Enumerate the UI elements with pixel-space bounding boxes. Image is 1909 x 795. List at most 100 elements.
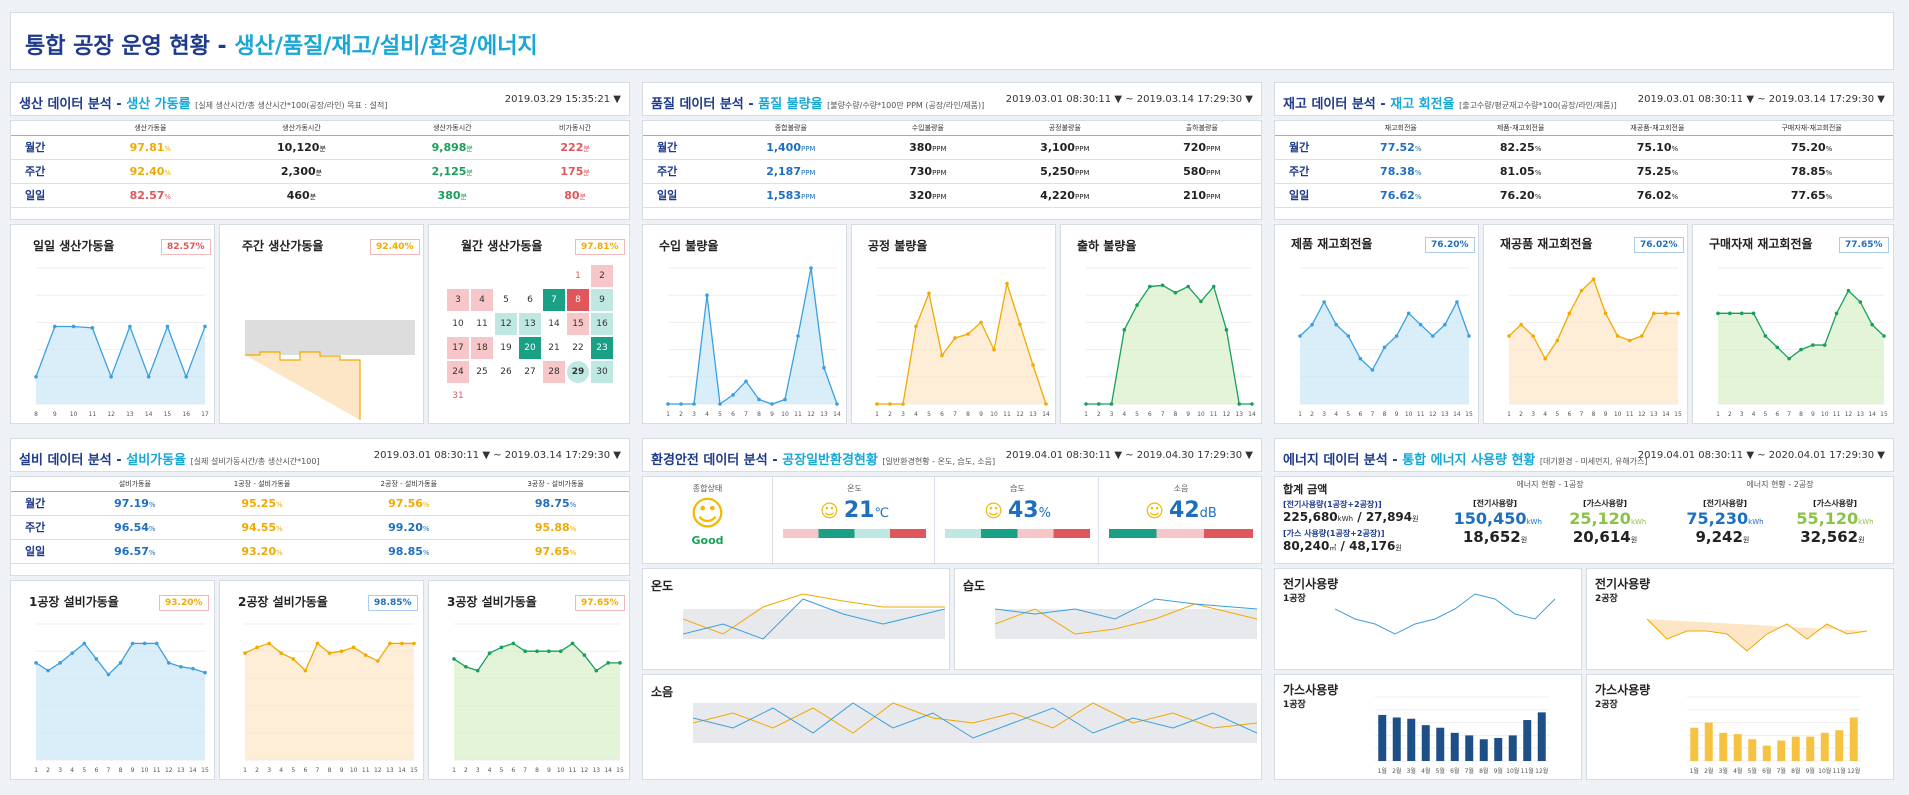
prod-date-picker[interactable]: 2019.03.29 15:35:21 ▼ (504, 94, 621, 105)
energy-date-range[interactable]: 2019.04.01 08:30:11 ▼ ~ 2020.04.01 17:29… (1637, 450, 1885, 461)
data-point (279, 651, 284, 655)
chart-noise: 소음 (642, 674, 1262, 780)
data-point (594, 668, 599, 673)
tick-label: 7월 (1465, 767, 1474, 775)
tick-label: 15 (1465, 411, 1473, 418)
data-point (1763, 334, 1768, 338)
data-point (1467, 334, 1471, 338)
tick-label: 11 (1417, 411, 1425, 418)
tick-label: 9 (53, 411, 57, 418)
tick-label: 1 (666, 411, 670, 418)
data-point (1739, 311, 1744, 316)
tick-label: 3월 (1719, 767, 1728, 775)
tick-label: 10 (557, 767, 565, 774)
data-point (165, 324, 170, 329)
tick-label: 7월 (1777, 767, 1786, 775)
table-row: 일일 76.62% 76.20% 76.02% 77.65% (1275, 183, 1893, 208)
chart-humidity: 습도 (954, 568, 1262, 670)
chart-elec-f2: 전기사용량 2공장 (1586, 568, 1894, 670)
data-point (243, 651, 247, 655)
data-point (267, 641, 271, 646)
tick-label: 11 (1003, 411, 1011, 418)
data-point (1122, 328, 1127, 332)
tick-label: 11월 (1833, 767, 1846, 775)
tick-label: 3월 (1407, 767, 1416, 775)
bar (1806, 736, 1815, 761)
tick-label: 12월 (1847, 767, 1860, 775)
inv-header: 재고 데이터 분석 - 재고 회전율 [출고수량/평균재고수량*100(공장/라… (1274, 82, 1894, 116)
tick-label: 10 (141, 767, 149, 774)
inv-date-range[interactable]: 2019.03.01 08:30:11 ▼ ~ 2019.03.14 17:29… (1637, 94, 1885, 105)
tick-label: 13 (1650, 411, 1658, 418)
tick-label: 3 (58, 767, 62, 774)
tick-label: 1 (1507, 411, 1511, 418)
env-date-range[interactable]: 2019.04.01 08:30:11 ▼ ~ 2019.04.30 17:29… (1005, 450, 1253, 461)
data-point (70, 651, 75, 655)
data-point (1443, 322, 1447, 327)
qual-date-range[interactable]: 2019.03.01 08:30:11 ▼ ~ 2019.03.14 17:29… (1005, 94, 1253, 105)
series-area (668, 268, 837, 404)
chart-weekly-prod: 주간 생산가동율 92.40% (219, 224, 424, 424)
smiley-icon: ☺ (984, 501, 1003, 522)
bar (1407, 718, 1416, 761)
tick-label: 9 (979, 411, 983, 418)
data-point (203, 670, 207, 675)
tick-label: 11 (362, 767, 370, 774)
data-point (1096, 402, 1101, 406)
data-point (1652, 311, 1656, 316)
tick-label: 2월 (1392, 767, 1401, 775)
table-row: 월간 97.81% 10,120분 9,898분 222분 (11, 135, 629, 160)
data-point (351, 645, 356, 650)
data-point (757, 397, 761, 402)
data-point (303, 668, 308, 673)
tick-label: 17 (201, 411, 209, 418)
bar (1465, 735, 1474, 761)
tick-label: 10월 (1818, 767, 1831, 775)
series-line (668, 267, 838, 406)
data-point (82, 641, 87, 646)
tick-label: 1월 (1378, 767, 1387, 775)
tick-label: 14 (604, 767, 612, 774)
tick-label: 13 (1856, 411, 1864, 418)
tick-label: 13 (386, 767, 394, 774)
bar (1791, 736, 1800, 761)
tick-label: 11 (1626, 411, 1634, 418)
data-point (118, 661, 123, 665)
data-point (783, 397, 787, 402)
tick-label: 8 (34, 411, 38, 418)
data-point (1406, 311, 1411, 316)
data-point (1822, 343, 1827, 347)
env-status: 종합상태 ☺ Good 온도 ☺ 21℃ 습도 ☺ 43% 소음 ☺ 42dB (642, 476, 1262, 565)
tick-label: 6 (940, 411, 944, 418)
tick-label: 5 (718, 411, 722, 418)
series-area (1300, 302, 1469, 404)
data-point (558, 649, 563, 653)
table-row: 주간 2,187PPM 730PPM 5,250PPM 580PPM (643, 159, 1261, 184)
tick-label: 8 (1383, 411, 1387, 418)
data-point (94, 657, 99, 661)
chart-process-defect: 공정 불량율 1 2 3 4 5 6 7 8 9 10 11 12 13 14 (851, 224, 1056, 424)
data-point (1834, 311, 1839, 316)
tick-label: 8 (1173, 411, 1177, 418)
tick-label: 8 (535, 767, 539, 774)
tick-label: 9 (1395, 411, 1399, 418)
tick-label: 15 (1674, 411, 1682, 418)
data-point (966, 332, 970, 336)
data-point (822, 365, 826, 370)
data-point (1639, 334, 1644, 338)
data-point (146, 375, 151, 379)
tick-label: 4 (70, 767, 74, 774)
tick-label: 9 (1604, 411, 1608, 418)
tick-label: 5 (1346, 411, 1350, 418)
prod-summary: 생산가동율 생산가동시간 생산가동시간 비가동시간 월간 97.81% 10,120분 9,… (10, 120, 630, 220)
chart-factory3-eq: 3공장 설비가동율 97.65% 1 2 3 4 5 6 7 8 9 10 11 12 13 14 15 (428, 580, 630, 780)
tick-label: 1 (1084, 411, 1088, 418)
eq-date-range[interactable]: 2019.03.01 08:30:11 ▼ ~ 2019.03.14 17:29… (373, 450, 621, 461)
env-header: 환경안전 데이터 분석 - 공장일반환경현황 [일반환경현황 - 온도, 습도,… (642, 438, 1262, 472)
data-point (1664, 311, 1668, 316)
data-point (1148, 284, 1152, 289)
prod-header: 생산 데이터 분석 - 생산 가동률 [실제 생산시간/총 생산시간*100(공… (10, 82, 630, 116)
data-point (1237, 402, 1242, 406)
bar (1777, 740, 1786, 761)
